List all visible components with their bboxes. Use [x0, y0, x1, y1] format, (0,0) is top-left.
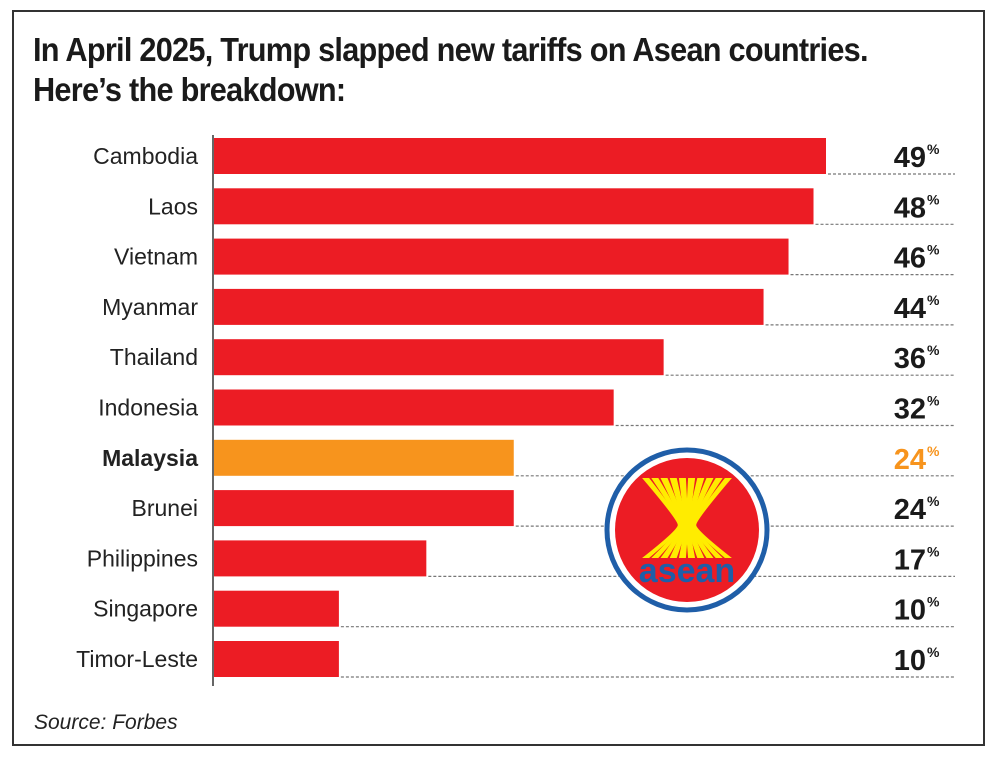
rice-stalk [689, 478, 714, 558]
category-label: Thailand [110, 344, 198, 370]
value-label: 17 [894, 544, 926, 576]
rice-stalk [678, 478, 689, 558]
category-label: Laos [148, 193, 198, 219]
rice-stalk [690, 478, 723, 558]
bars [214, 138, 826, 677]
value-label: 10 [894, 595, 926, 627]
bar-indonesia [214, 389, 614, 426]
category-labels: Cambodia Laos Vietnam Myanmar Thailand Indone… [76, 143, 198, 672]
value-label: 32 [894, 394, 926, 426]
category-label: Malaysia [102, 445, 198, 471]
value-label: 10 [894, 645, 926, 677]
rice-stalk [669, 478, 687, 558]
rice-stalk [685, 478, 696, 558]
logo-text: asean [639, 552, 735, 590]
bar-singapore [214, 590, 339, 627]
value-label: 36 [894, 343, 926, 375]
value-label: 44 [894, 293, 926, 325]
percent-sign: % [927, 242, 940, 258]
bar-philippines [214, 540, 427, 577]
dotted-leaders [340, 173, 955, 678]
value-label: 24 [894, 494, 926, 526]
percent-sign: % [927, 443, 940, 459]
rice-stalk [692, 478, 732, 558]
category-label: Vietnam [114, 244, 198, 270]
rice-stalk [642, 478, 682, 558]
source-note: Source: Forbes [34, 711, 178, 734]
category-label: Cambodia [93, 143, 198, 169]
rice-stalk [687, 478, 705, 558]
category-label: Brunei [132, 495, 198, 521]
percent-sign: % [927, 393, 940, 409]
category-label: Philippines [87, 545, 198, 571]
percent-sign: % [927, 292, 940, 308]
percent-sign: % [927, 141, 940, 157]
value-labels: 49 %48 %46 %44 %36 %32 %24 %24 %17 %10 %10% [894, 141, 940, 677]
percent-sign: % [927, 493, 940, 509]
category-label: Indonesia [98, 395, 198, 421]
percent-sign: % [927, 594, 940, 610]
bar-vietnam [214, 238, 789, 275]
category-label: Timor-Leste [76, 646, 198, 672]
percent-sign: % [927, 543, 940, 559]
chart-title: In April 2025, Trump slapped new tariffs… [33, 31, 869, 108]
chart-frame [12, 10, 985, 746]
bar-laos [214, 188, 814, 225]
bar-cambodia [214, 138, 826, 174]
percent-sign: % [927, 644, 940, 660]
asean-logo: asean [604, 447, 770, 613]
bar-malaysia [214, 439, 514, 476]
value-label: 24 [894, 444, 926, 476]
value-label: 48 [894, 192, 926, 224]
bar-myanmar [214, 288, 764, 325]
percent-sign: % [927, 342, 940, 358]
value-label: 46 [894, 243, 926, 275]
bar-timor-leste [214, 641, 339, 677]
value-label: 49 [894, 142, 926, 174]
bar-thailand [214, 339, 664, 376]
percent-sign: % [927, 191, 940, 207]
rice-stalks-icon [642, 478, 732, 558]
bar-brunei [214, 490, 514, 527]
category-label: Myanmar [102, 294, 198, 320]
category-label: Singapore [93, 596, 198, 622]
